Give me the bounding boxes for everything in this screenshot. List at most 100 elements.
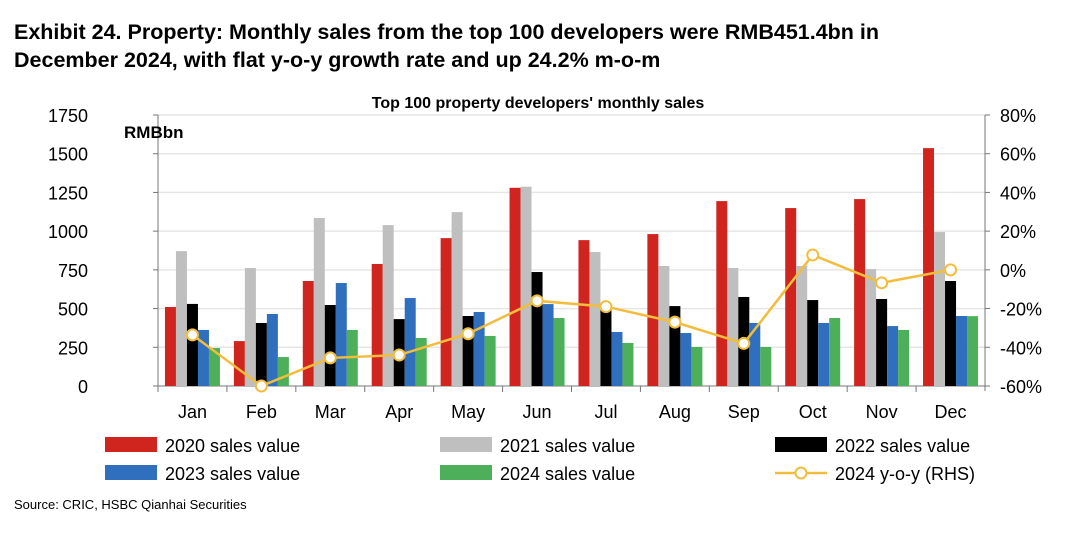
bar-2023 [473, 311, 485, 386]
bar-2021 [796, 265, 808, 386]
bar-2023 [542, 304, 554, 386]
bar-2024 [208, 348, 220, 386]
bar-2021 [865, 269, 877, 386]
yoy-point [323, 351, 337, 365]
bar-2020 [440, 238, 452, 386]
x-tick-label: Feb [246, 402, 277, 422]
source-note: Source: CRIC, HSBC Qianhai Securities [14, 497, 247, 512]
legend-swatch [775, 437, 827, 452]
bar-2022 [876, 298, 888, 386]
x-tick-label: Jul [594, 402, 617, 422]
x-tick-label: Aug [659, 402, 691, 422]
bar-2024 [760, 346, 772, 386]
bar-2020 [923, 148, 935, 386]
yoy-point [599, 300, 613, 314]
yoy-point [185, 328, 199, 342]
bar-2021 [934, 232, 946, 386]
x-tick-label: Oct [799, 402, 827, 422]
legend-label: 2020 sales value [165, 436, 300, 456]
legend-swatch [105, 437, 157, 452]
bar-2021 [520, 186, 532, 386]
y2-tick-label: 0% [1000, 261, 1026, 281]
bar-2024 [484, 335, 496, 386]
bar-2023 [266, 313, 278, 386]
heading-line-1: Exhibit 24. Property: Monthly sales from… [14, 20, 880, 44]
bar-2024 [829, 318, 841, 386]
legend-swatch [440, 465, 492, 480]
legend-line-marker [794, 466, 808, 480]
x-tick-label: Sep [728, 402, 760, 422]
bar-2022 [600, 307, 612, 386]
bar-2022 [462, 316, 474, 386]
bar-2022 [669, 306, 681, 386]
bar-2021 [589, 252, 601, 386]
bar-2021 [727, 267, 739, 386]
yoy-point [461, 327, 475, 341]
bar-2022 [186, 303, 198, 386]
y-tick-label: 0 [78, 377, 88, 397]
yoy-point [530, 294, 544, 308]
bar-2021 [382, 225, 394, 386]
y2-tick-label: 40% [1000, 183, 1036, 203]
x-tick-label: May [451, 402, 485, 422]
bar-2020 [164, 307, 176, 386]
heading-line-2: December 2024, with flat y-o-y growth ra… [14, 48, 661, 72]
legend-label: 2022 sales value [835, 436, 970, 456]
y2-tick-label: -40% [1000, 338, 1042, 358]
yoy-point [875, 276, 889, 290]
y-unit-label: RMBbn [124, 123, 183, 142]
legend-label: 2021 sales value [500, 436, 635, 456]
legend-swatch [105, 465, 157, 480]
y-tick-label: 750 [58, 261, 88, 281]
bar-2020 [854, 199, 866, 386]
x-tick-label: Dec [935, 402, 967, 422]
bar-2021 [658, 265, 670, 386]
x-tick-label: Nov [866, 402, 898, 422]
yoy-point [668, 315, 682, 329]
bar-2021 [175, 251, 187, 386]
bar-2023 [197, 329, 209, 386]
bar-2024 [967, 316, 979, 386]
yoy-line [191, 253, 951, 388]
yoy-point [737, 336, 751, 350]
y2-tick-label: 20% [1000, 222, 1036, 242]
legend-label: 2024 y-o-y (RHS) [835, 464, 975, 484]
x-tick-label: Mar [315, 402, 346, 422]
x-tick-label: Jun [523, 402, 552, 422]
bar-2021 [313, 217, 325, 386]
y2-tick-label: 80% [1000, 106, 1036, 126]
yoy-point [392, 348, 406, 362]
bar-2020 [647, 234, 659, 386]
bar-2021 [244, 267, 256, 386]
legend-label: 2023 sales value [165, 464, 300, 484]
y-tick-label: 250 [58, 338, 88, 358]
y2-tick-label: -20% [1000, 300, 1042, 320]
bar-2021 [451, 212, 463, 386]
bar-2024 [553, 318, 565, 386]
bar-2023 [887, 326, 899, 386]
bar-2024 [691, 346, 703, 386]
bar-2020 [716, 201, 728, 386]
bar-2023 [404, 298, 416, 386]
bar-2024 [415, 337, 427, 386]
y-tick-label: 1500 [48, 145, 88, 165]
yoy-point [254, 379, 268, 393]
bar-2024 [622, 342, 634, 386]
bar-2023 [956, 316, 968, 386]
bar-2024 [898, 329, 910, 386]
chart-title: Top 100 property developers' monthly sal… [372, 95, 705, 112]
bar-2020 [509, 187, 521, 386]
y2-tick-label: -60% [1000, 377, 1042, 397]
yoy-point [944, 263, 958, 277]
y-tick-label: 500 [58, 300, 88, 320]
bar-2024 [277, 357, 289, 386]
exhibit-heading: Exhibit 24. Property: Monthly sales from… [14, 18, 1074, 74]
y2-tick-label: 60% [1000, 145, 1036, 165]
y-tick-label: 1000 [48, 222, 88, 242]
bar-2020 [371, 263, 383, 386]
x-tick-label: Jan [178, 402, 207, 422]
bar-2020 [302, 281, 314, 386]
y-tick-label: 1250 [48, 183, 88, 203]
bar-2022 [531, 272, 543, 386]
